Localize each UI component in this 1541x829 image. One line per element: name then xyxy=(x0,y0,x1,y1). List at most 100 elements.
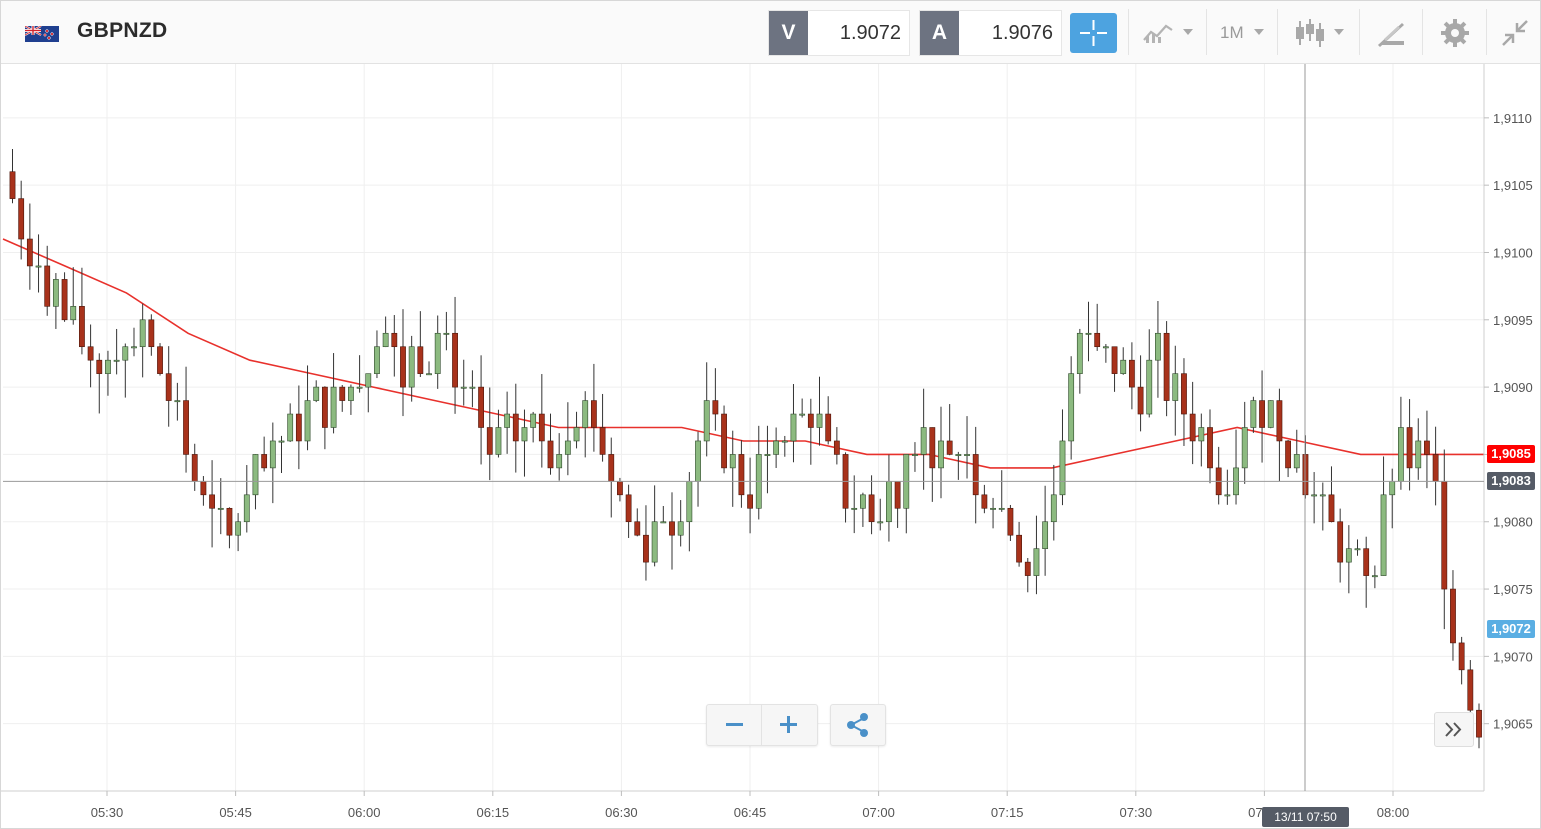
candle-bear xyxy=(1024,561,1031,576)
candle-bull xyxy=(920,427,927,455)
candle-bear xyxy=(946,440,953,455)
candle-bear xyxy=(1285,440,1291,469)
crosshair-button[interactable] xyxy=(1070,13,1117,53)
candle-bear xyxy=(339,386,346,401)
candle-bear xyxy=(165,373,172,401)
candle-bear xyxy=(1441,481,1448,590)
candle-bull xyxy=(1050,494,1057,523)
candle-bull xyxy=(278,440,285,443)
zoom-out-button[interactable] xyxy=(707,705,762,745)
candle-bull xyxy=(235,521,242,536)
moving-average-layer xyxy=(2,238,1484,469)
candle-bear xyxy=(1467,669,1474,711)
candles-layer xyxy=(9,149,1482,749)
candle-bull xyxy=(287,413,294,442)
last-price-tag: 1,9072 xyxy=(1487,620,1535,639)
candle-bull xyxy=(938,440,944,469)
candle-bear xyxy=(391,332,398,348)
candle-bull xyxy=(495,427,502,455)
chart-toolbar: GBPNZD V 1.9072 A 1.9076 xyxy=(1,1,1540,64)
candle-bear xyxy=(26,238,33,267)
candle-bear xyxy=(1111,346,1118,374)
share-button[interactable] xyxy=(830,704,886,746)
candle-bear xyxy=(1007,507,1014,536)
candle-bull xyxy=(434,332,441,374)
candle-bull xyxy=(564,440,571,455)
candle-bear xyxy=(148,319,155,348)
candle-bear xyxy=(400,346,406,388)
candle-bear xyxy=(1337,521,1344,563)
share-icon xyxy=(847,713,868,737)
zoom-in-button[interactable] xyxy=(762,705,816,745)
candle-bear xyxy=(261,454,268,469)
price-tick-label: 1,9065 xyxy=(1493,717,1533,732)
drawing-tools-button[interactable] xyxy=(1359,9,1422,55)
sell-price-button[interactable]: V 1.9072 xyxy=(768,10,910,56)
candle-bull xyxy=(1354,548,1361,551)
candle-bull xyxy=(1059,440,1066,496)
candle-bear xyxy=(1476,709,1482,738)
candle-bull xyxy=(773,440,780,455)
candle-bull xyxy=(252,454,259,496)
timeframe-dropdown[interactable]: 1M xyxy=(1206,9,1277,55)
chart-type-button[interactable] xyxy=(1277,9,1359,55)
candle-bull xyxy=(105,359,111,374)
candle-bear xyxy=(61,279,68,321)
candle-bull xyxy=(1293,454,1300,469)
price-tick-label: 1,9080 xyxy=(1493,515,1533,530)
collapse-icon xyxy=(1502,20,1528,46)
candle-bull xyxy=(1311,494,1318,497)
scroll-to-latest-button[interactable] xyxy=(1434,712,1474,747)
candle-bear xyxy=(1458,642,1465,671)
candle-bull xyxy=(365,373,372,388)
gb-nz-flag-icon xyxy=(25,26,59,42)
chevron-down-icon xyxy=(1334,29,1344,35)
candle-bear xyxy=(721,413,727,469)
candle-bear xyxy=(1181,373,1187,415)
candle-bear xyxy=(712,400,719,415)
candle-bull xyxy=(304,400,311,442)
price-chart[interactable]: 1,9110 1,9105 1,9100 1,9095 1,9090 1,9085 1,90… xyxy=(1,64,1540,829)
candle-bull xyxy=(330,386,337,428)
candle-bear xyxy=(1207,427,1213,469)
settings-button[interactable] xyxy=(1422,9,1486,55)
collapse-button[interactable] xyxy=(1486,9,1541,55)
candle-bull xyxy=(1371,575,1378,578)
candle-bull xyxy=(1068,373,1075,442)
candle-bull xyxy=(521,427,528,442)
candle-bull xyxy=(35,265,42,268)
minus-icon xyxy=(726,723,743,726)
candle-bear xyxy=(1424,440,1430,455)
candle-bear xyxy=(512,413,519,442)
time-tick-label: 07:00 xyxy=(862,805,895,820)
candle-bear xyxy=(79,306,85,348)
buy-price-button[interactable]: A 1.9076 xyxy=(919,10,1062,56)
time-tick-label: 05:30 xyxy=(91,805,124,820)
crosshair-price-tag: 1,9083 xyxy=(1487,472,1535,491)
chart-grid xyxy=(3,64,1484,791)
candle-bear xyxy=(617,481,623,496)
chevron-down-icon xyxy=(1254,29,1264,35)
candle-bear xyxy=(1259,400,1265,428)
candle-bear xyxy=(1328,494,1335,523)
sell-label: V xyxy=(769,11,808,55)
indicators-button[interactable] xyxy=(1128,9,1206,55)
candle-bear xyxy=(1128,359,1135,388)
candle-bear xyxy=(738,454,745,496)
candle-bull xyxy=(877,521,884,524)
candle-bull xyxy=(1172,373,1179,401)
candle-bull xyxy=(1398,427,1404,482)
candle-bull xyxy=(556,454,563,469)
candle-bull xyxy=(139,319,146,348)
candle-bear xyxy=(972,454,979,496)
candle-bear xyxy=(807,413,814,428)
candle-bear xyxy=(478,386,484,428)
price-tick-label: 1,9105 xyxy=(1493,178,1533,193)
price-tick-label: 1,9070 xyxy=(1493,649,1533,664)
candle-bear xyxy=(1276,400,1283,442)
gear-icon xyxy=(1441,19,1469,47)
candle-bear xyxy=(96,359,103,374)
chevron-down-icon xyxy=(1183,29,1193,35)
candle-bull xyxy=(1085,332,1092,335)
candle-bear xyxy=(833,440,840,455)
